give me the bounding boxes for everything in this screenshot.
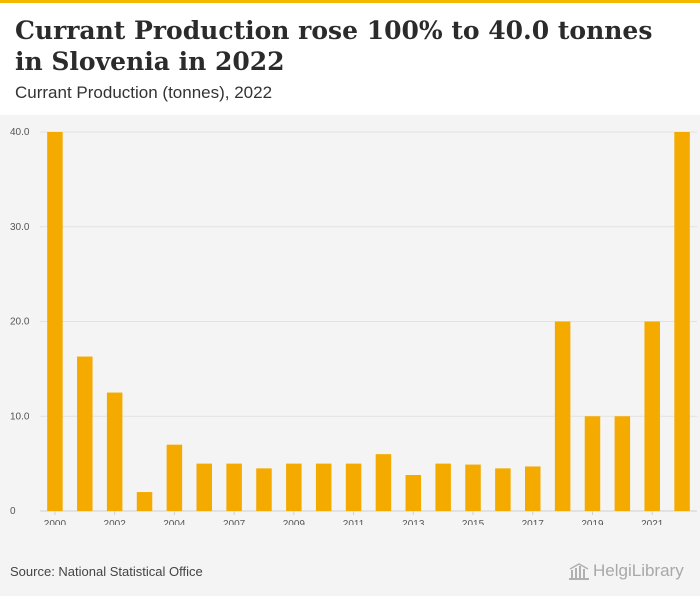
header: Currant Production rose 100% to 40.0 ton… bbox=[0, 3, 700, 115]
bar[interactable] bbox=[196, 463, 213, 511]
x-tick-label: 2013 bbox=[402, 519, 425, 525]
bar[interactable] bbox=[405, 474, 422, 511]
y-tick-label: 10.0 bbox=[10, 411, 30, 422]
bar[interactable] bbox=[136, 492, 153, 511]
x-tick-label: 2009 bbox=[283, 519, 306, 525]
source-note: Source: National Statistical Office bbox=[10, 564, 203, 579]
x-tick-label: 2002 bbox=[104, 519, 127, 525]
x-tick-label: 2011 bbox=[343, 519, 365, 525]
bars bbox=[47, 132, 690, 511]
y-axis-ticks: 0 10.0 20.0 30.0 40.0 bbox=[10, 127, 30, 517]
bar[interactable] bbox=[465, 464, 481, 511]
y-tick-label: 30.0 bbox=[10, 222, 30, 233]
bar[interactable] bbox=[166, 444, 183, 511]
bar[interactable] bbox=[644, 321, 660, 512]
bar[interactable] bbox=[345, 463, 362, 511]
plot-background bbox=[0, 115, 700, 596]
bar[interactable] bbox=[77, 356, 93, 511]
chart-title: Currant Production rose 100% to 40.0 ton… bbox=[15, 16, 653, 76]
bar[interactable] bbox=[315, 463, 332, 511]
bar[interactable] bbox=[614, 416, 631, 511]
x-tick-label: 2019 bbox=[581, 519, 604, 525]
x-tick-label: 2004 bbox=[163, 519, 186, 525]
y-tick-label: 20.0 bbox=[10, 317, 30, 328]
x-tick-label: 2007 bbox=[223, 519, 246, 525]
logo-text: HelgiLibrary bbox=[593, 561, 684, 580]
bar[interactable] bbox=[47, 132, 63, 511]
bar[interactable] bbox=[286, 463, 302, 511]
bar[interactable] bbox=[495, 468, 511, 511]
library-building-icon bbox=[569, 562, 589, 580]
x-tick-label: 2015 bbox=[462, 519, 485, 525]
bar[interactable] bbox=[256, 468, 272, 511]
bar[interactable] bbox=[375, 454, 392, 511]
bar[interactable] bbox=[106, 392, 123, 511]
x-tick-label: 2021 bbox=[641, 519, 664, 525]
x-axis-ticks: 2000 2002 2004 2007 2009 2011 2013 2015 2017 2019… bbox=[44, 511, 664, 525]
y-tick-label: 0 bbox=[10, 506, 16, 517]
chart-subtitle: Currant Production (tonnes), 2022 bbox=[15, 83, 273, 102]
bar[interactable] bbox=[584, 416, 601, 511]
x-tick-label: 2000 bbox=[44, 519, 67, 525]
x-tick-label: 2017 bbox=[522, 519, 545, 525]
y-tick-label: 40.0 bbox=[10, 127, 30, 138]
bar-chart: 010.020.030.040.0 2000 2002 2004 2007 2009 20… bbox=[10, 127, 697, 525]
accent-bar bbox=[0, 0, 700, 3]
bar[interactable] bbox=[226, 463, 242, 511]
bar[interactable] bbox=[525, 466, 541, 511]
bar[interactable] bbox=[674, 132, 690, 511]
helgi-library-logo[interactable]: HelgiLibrary bbox=[568, 561, 684, 581]
bar[interactable] bbox=[435, 463, 451, 511]
bar[interactable] bbox=[554, 321, 571, 512]
